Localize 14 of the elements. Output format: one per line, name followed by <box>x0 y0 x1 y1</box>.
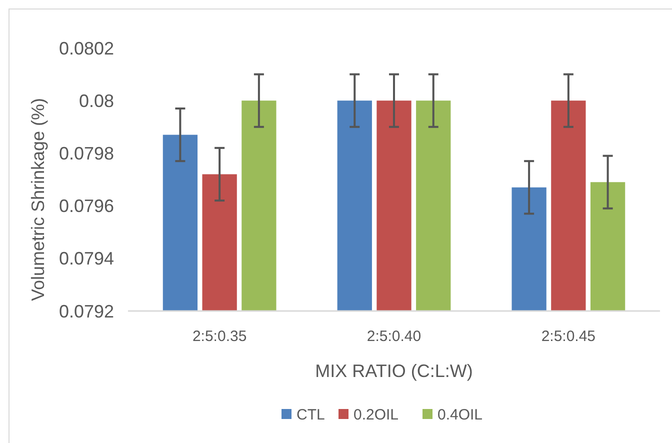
y-tick-label: 0.08 <box>78 90 114 111</box>
legend-label: 0.4OIL <box>438 406 483 424</box>
legend-label: CTL <box>296 406 325 424</box>
x-tick-label: 2:5:0.35 <box>192 328 247 345</box>
x-tick-label: 2:5:0.45 <box>541 328 596 345</box>
legend-label: 0.2OIL <box>354 406 399 424</box>
y-tick-label: 0.0796 <box>58 196 114 216</box>
y-tick-label: 0.0798 <box>58 144 114 164</box>
y-tick-label: 0.0794 <box>58 248 114 269</box>
y-tick-label: 0.0802 <box>58 38 114 58</box>
y-tick-label: 0.0792 <box>58 301 114 322</box>
x-axis-title: MIX RATIO (C:L:W) <box>315 361 473 381</box>
y-axis-title: Volumetric Shrinkage (%) <box>28 98 48 302</box>
x-tick-label: 2:5:0.40 <box>366 328 422 345</box>
